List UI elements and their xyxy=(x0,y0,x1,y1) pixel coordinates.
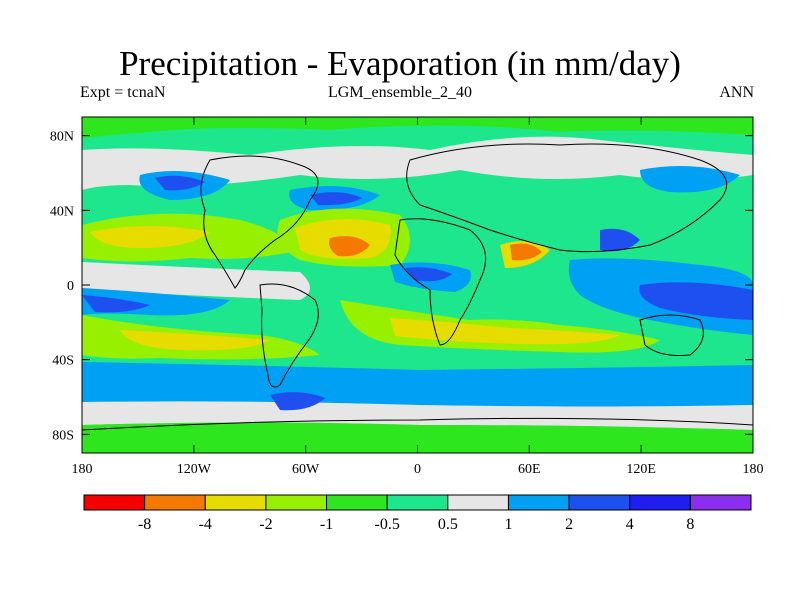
contour-n-atlantic-driest xyxy=(329,236,370,257)
colorbar-swatch xyxy=(144,494,206,511)
contour-s-indian-atlantic-drier xyxy=(390,318,620,345)
colorbar-swatch xyxy=(204,494,267,511)
colorbar: -8 -4 -2 -1 -0.5 0.5 1 2 4 8 xyxy=(83,494,752,533)
contour-s-pacific-drier xyxy=(120,330,270,351)
colorbar-swatch xyxy=(447,494,509,511)
contour-southern-ocean-grey xyxy=(82,401,753,430)
colorbar-swatch xyxy=(568,494,631,511)
contour-drake-passage-wet xyxy=(270,392,325,411)
x-tick-label: 0 xyxy=(414,462,421,477)
contour-n-atlantic-core xyxy=(310,192,362,206)
y-tick-label: 80N xyxy=(50,130,74,145)
y-tick-label: 40S xyxy=(52,354,74,369)
colorbar-swatch xyxy=(507,494,570,511)
coastlines xyxy=(82,143,753,431)
colorbar-label: 2 xyxy=(565,516,573,533)
contour-n-pacific-drier xyxy=(90,226,210,248)
eurasia-outline xyxy=(406,143,728,253)
map-title: Precipitation - Evaporation (in mm/day) xyxy=(119,44,681,83)
y-tick-label: 0 xyxy=(67,279,74,294)
contour-nw-pacific-wet xyxy=(640,166,740,193)
contour-east-asia-wet xyxy=(600,228,640,252)
colorbar-swatch xyxy=(689,494,752,511)
south-america-outline xyxy=(259,283,319,388)
y-tick-label: 40N xyxy=(50,204,74,219)
contour-arabian-driest xyxy=(510,243,542,261)
antarctica-coast xyxy=(82,417,753,431)
colorbar-swatch xyxy=(326,494,388,511)
colorbar-label: 4 xyxy=(626,516,634,533)
x-tick-label: 120W xyxy=(177,462,212,477)
season-label: ANN xyxy=(719,84,754,101)
contour-n-pacific-core xyxy=(155,175,205,191)
colorbar-swatch xyxy=(629,494,691,511)
colorbar-label: -2 xyxy=(259,516,272,533)
colorbar-label: 0.5 xyxy=(438,516,458,533)
x-tick-label: 180 xyxy=(72,462,93,477)
x-tick-label: 120E xyxy=(626,462,656,477)
colorbar-label: -0.5 xyxy=(375,516,400,533)
contour-eq-atlantic-core xyxy=(405,267,452,282)
colorbar-swatch xyxy=(83,494,146,511)
contour-southern-ocean-wet xyxy=(82,362,753,407)
colorbar-label: 1 xyxy=(504,516,512,533)
x-tick-label: 180 xyxy=(743,462,764,477)
contour-maritime-core xyxy=(639,282,753,320)
y-tick-label: 80S xyxy=(52,428,74,443)
contour-n-highlat-grey xyxy=(82,136,753,190)
australia-outline xyxy=(639,314,704,356)
colorbar-label: -4 xyxy=(199,516,212,533)
colorbar-label: -1 xyxy=(320,516,333,533)
run-label: LGM_ensemble_2_40 xyxy=(328,84,472,101)
colorbar-label: 8 xyxy=(686,516,694,533)
contour-eq-pacific-core xyxy=(82,295,150,313)
x-tick-label: 60W xyxy=(292,462,320,477)
africa-outline xyxy=(394,218,487,346)
contour-itcz-pacific-grey xyxy=(82,262,310,300)
contour-fill xyxy=(82,117,753,453)
axis-ticks: 180 120W 60W 0 60E 120E 180 80N 40N 0 40S 80S xyxy=(50,117,764,477)
contour-arctic-green xyxy=(82,117,753,138)
colorbar-swatch xyxy=(265,494,328,511)
contour-antarctic-green xyxy=(82,422,753,453)
x-tick-label: 60E xyxy=(518,462,541,477)
north-america-outline xyxy=(200,155,319,289)
colorbar-label: -8 xyxy=(138,516,151,533)
experiment-label: Expt = tcnaN xyxy=(80,84,166,101)
colorbar-swatch xyxy=(386,494,449,511)
